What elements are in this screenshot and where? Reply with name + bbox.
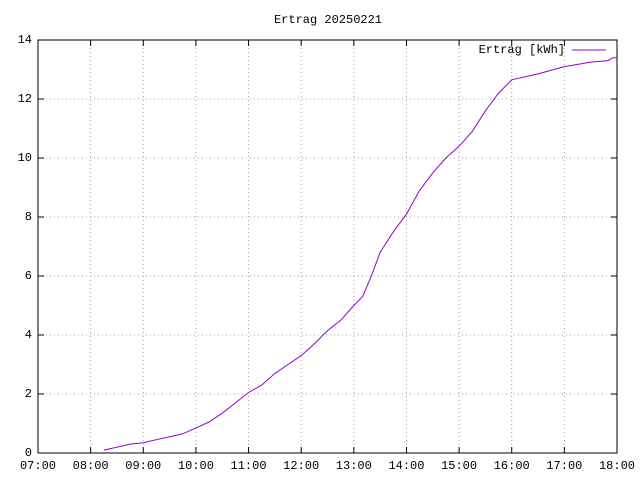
x-tick-label: 09:00 [125, 459, 161, 473]
x-tick-label: 08:00 [73, 459, 109, 473]
x-tick-label: 13:00 [336, 459, 372, 473]
y-tick-label: 10 [18, 151, 32, 165]
x-tick-label: 12:00 [283, 459, 319, 473]
y-tick-label: 8 [25, 210, 32, 224]
plot-frame [37, 39, 618, 454]
y-tick-label: 2 [25, 387, 32, 401]
legend-label: Ertrag [kWh] [479, 43, 565, 57]
y-tick-label: 14 [18, 33, 32, 47]
y-tick-label: 4 [25, 328, 32, 342]
x-tick-label: 17:00 [546, 459, 582, 473]
y-tick-label: 6 [25, 269, 32, 283]
x-tick-label: 14:00 [388, 459, 424, 473]
x-tick-label: 15:00 [441, 459, 477, 473]
x-tick-label: 18:00 [599, 459, 635, 473]
chart-title: Ertrag 20250221 [274, 13, 382, 27]
x-tick-label: 07:00 [20, 459, 56, 473]
x-tick-label: 10:00 [178, 459, 214, 473]
line-series [103, 57, 617, 451]
y-tick-label: 0 [25, 446, 32, 460]
y-tick-label: 12 [18, 92, 32, 106]
x-tick-label: 11:00 [231, 459, 267, 473]
x-tick-label: 16:00 [494, 459, 530, 473]
